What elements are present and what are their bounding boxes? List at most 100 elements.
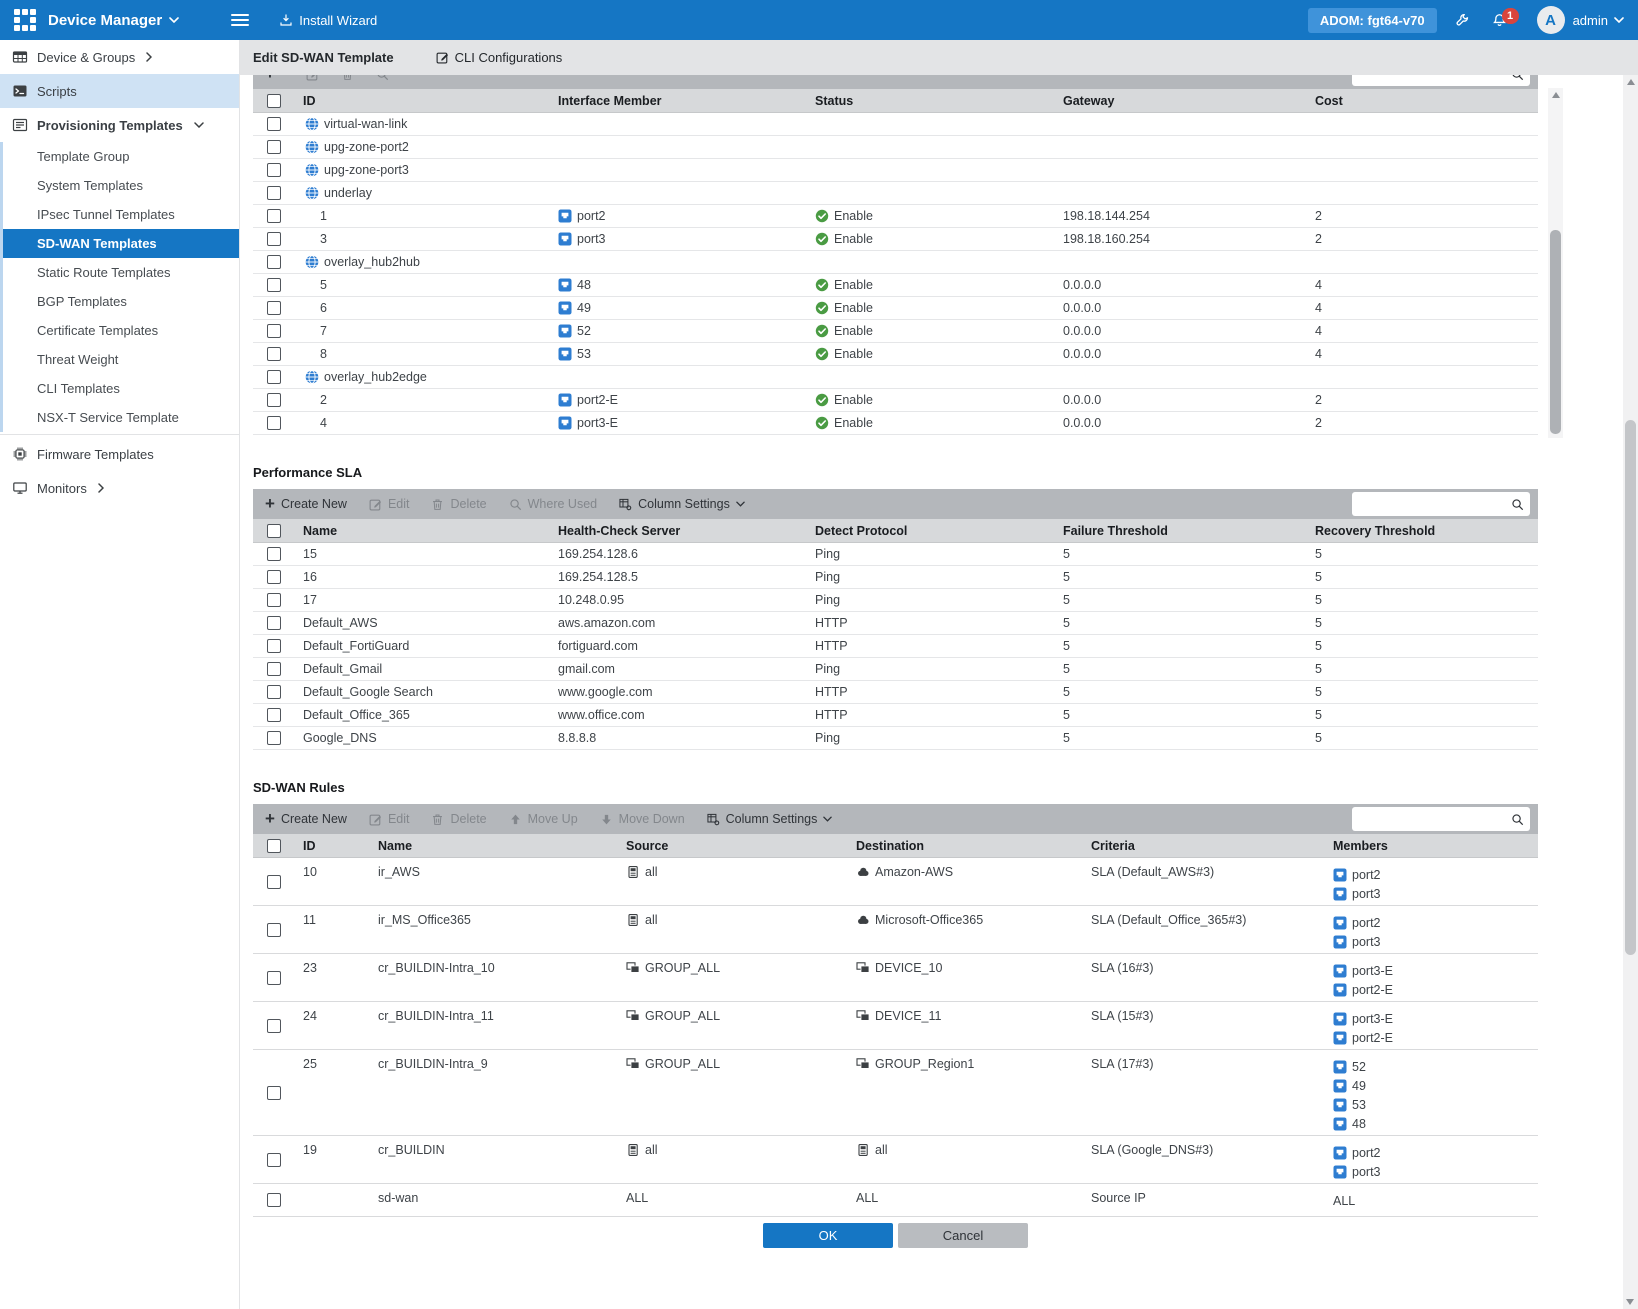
sidebar-item-cli-templates[interactable]: CLI Templates	[3, 374, 239, 403]
table-row[interactable]: 16 169.254.128.5 Ping 5 5	[253, 566, 1538, 589]
sidebar-item-bgp-templates[interactable]: BGP Templates	[3, 287, 239, 316]
sidebar-item-static-route-templates[interactable]: Static Route Templates	[3, 258, 239, 287]
scroll-down-arrow[interactable]	[1626, 1299, 1634, 1305]
row-checkbox[interactable]	[267, 140, 281, 154]
sidebar-item-firmware-templates[interactable]: Firmware Templates	[0, 437, 239, 471]
table-row[interactable]: Default_FortiGuard fortiguard.com HTTP 5 5	[253, 635, 1538, 658]
table-row[interactable]: 3 port3 Enable 198.18.160.254 2	[253, 228, 1538, 251]
row-checkbox[interactable]	[267, 731, 281, 745]
row-checkbox[interactable]	[267, 1085, 281, 1100]
edit-button[interactable]	[306, 75, 319, 81]
inner-scrollbar[interactable]	[1548, 88, 1563, 438]
user-menu[interactable]: admin	[1573, 13, 1624, 28]
row-checkbox[interactable]	[267, 547, 281, 561]
edit-button[interactable]: Edit	[369, 497, 409, 511]
sidebar-item-system-templates[interactable]: System Templates	[3, 171, 239, 200]
scroll-up-arrow[interactable]	[1626, 79, 1635, 85]
row-checkbox[interactable]	[267, 1193, 281, 1207]
table-row[interactable]: 25 cr_BUILDIN-Intra_9 GROUP_ALL GROUP_Regio…	[253, 1050, 1538, 1136]
cancel-button[interactable]: Cancel	[898, 1223, 1028, 1248]
table-row[interactable]: 23 cr_BUILDIN-Intra_10 GROUP_ALL DEVICE_10 S…	[253, 954, 1538, 1002]
column-settings-button[interactable]: Column Settings	[707, 812, 833, 826]
sla-search-input[interactable]	[1358, 497, 1511, 511]
sidebar-item-template-group[interactable]: Template Group	[3, 142, 239, 171]
table-row[interactable]: overlay_hub2edge	[253, 366, 1538, 389]
table-row[interactable]: virtual-wan-link	[253, 113, 1538, 136]
row-checkbox[interactable]	[267, 874, 281, 889]
row-checkbox[interactable]	[267, 347, 281, 361]
row-checkbox[interactable]	[267, 93, 281, 108]
fortinet-logo[interactable]	[14, 9, 36, 31]
create-new-button[interactable]: + Create New	[265, 493, 347, 513]
row-checkbox[interactable]	[267, 708, 281, 722]
sidebar-item-provisioning-templates[interactable]: Provisioning Templates	[0, 108, 239, 142]
cli-configurations-button[interactable]: CLI Configurations	[436, 50, 562, 65]
table-row[interactable]: 17 10.248.0.95 Ping 5 5	[253, 589, 1538, 612]
table-row[interactable]: Default_AWS aws.amazon.com HTTP 5 5	[253, 612, 1538, 635]
where-used-button[interactable]	[376, 75, 389, 81]
column-settings-button[interactable]: Column Settings	[619, 497, 745, 511]
create-new-button[interactable]: + Create New	[265, 808, 347, 828]
row-checkbox[interactable]	[267, 523, 281, 538]
table-row[interactable]: 5 48 Enable 0.0.0.0 4	[253, 274, 1538, 297]
row-checkbox[interactable]	[267, 232, 281, 246]
sidebar-toggle[interactable]	[231, 14, 250, 26]
avatar[interactable]: A	[1536, 6, 1565, 34]
row-checkbox[interactable]	[267, 255, 281, 269]
row-checkbox[interactable]	[267, 593, 281, 607]
table-row[interactable]: 11 ir_MS_Office365 all Microsoft-Office365 S…	[253, 906, 1538, 954]
delete-button[interactable]	[341, 75, 354, 81]
ok-button[interactable]: OK	[763, 1223, 893, 1248]
table-row[interactable]: 8 53 Enable 0.0.0.0 4	[253, 343, 1538, 366]
delete-button[interactable]: Delete	[431, 497, 487, 511]
edit-button[interactable]: Edit	[369, 812, 409, 826]
row-checkbox[interactable]	[267, 163, 281, 177]
table-row[interactable]: 1 port2 Enable 198.18.144.254 2	[253, 205, 1538, 228]
sidebar-item-certificate-templates[interactable]: Certificate Templates	[3, 316, 239, 345]
window-scrollbar[interactable]	[1623, 75, 1638, 1309]
sidebar-item-nsx-t-service-template[interactable]: NSX-T Service Template	[3, 403, 239, 432]
install-wizard-button[interactable]: Install Wizard	[279, 13, 377, 28]
row-checkbox[interactable]	[267, 616, 281, 630]
scrollbar-thumb[interactable]	[1550, 230, 1561, 434]
table-row[interactable]: upg-zone-port2	[253, 136, 1538, 159]
row-checkbox[interactable]	[267, 416, 281, 430]
notifications-button[interactable]: 1	[1492, 7, 1519, 28]
row-checkbox[interactable]	[267, 662, 281, 676]
sidebar-item-device-groups[interactable]: Device & Groups	[0, 40, 239, 74]
sidebar-item-sd-wan-templates[interactable]: SD-WAN Templates	[3, 229, 239, 258]
table-row[interactable]: Default_Google Search www.google.com HTTP 5…	[253, 681, 1538, 704]
table-row[interactable]: 6 49 Enable 0.0.0.0 4	[253, 297, 1538, 320]
rules-search-input[interactable]	[1358, 812, 1511, 826]
table-row[interactable]: Google_DNS 8.8.8.8 Ping 5 5	[253, 727, 1538, 750]
move-up-button[interactable]: Move Up	[509, 812, 578, 826]
row-checkbox[interactable]	[267, 117, 281, 131]
interface-search-input[interactable]	[1358, 75, 1511, 81]
scroll-up-arrow[interactable]	[1551, 92, 1560, 98]
row-checkbox[interactable]	[267, 278, 281, 292]
wrench-icon[interactable]	[1455, 13, 1470, 28]
table-row[interactable]: upg-zone-port3	[253, 159, 1538, 182]
create-new-button[interactable]: +	[265, 75, 284, 82]
row-checkbox[interactable]	[267, 639, 281, 653]
row-checkbox[interactable]	[267, 570, 281, 584]
table-row[interactable]: Default_Office_365 www.office.com HTTP 5 5	[253, 704, 1538, 727]
row-checkbox[interactable]	[267, 838, 281, 853]
sidebar-item-scripts[interactable]: Scripts	[0, 74, 239, 108]
table-row[interactable]: sd-wan ALL ALL Source IP ALL	[253, 1184, 1538, 1217]
row-checkbox[interactable]	[267, 186, 281, 200]
where-used-button[interactable]: Where Used	[509, 497, 597, 511]
scrollbar-thumb[interactable]	[1625, 420, 1636, 955]
row-checkbox[interactable]	[267, 922, 281, 937]
table-row[interactable]: underlay	[253, 182, 1538, 205]
sidebar-item-ipsec-tunnel-templates[interactable]: IPsec Tunnel Templates	[3, 200, 239, 229]
app-switcher[interactable]: Device Manager	[48, 12, 180, 29]
row-checkbox[interactable]	[267, 1152, 281, 1167]
row-checkbox[interactable]	[267, 685, 281, 699]
table-row[interactable]: 10 ir_AWS all Amazon-AWS SLA (Default_AWS#3)…	[253, 858, 1538, 906]
row-checkbox[interactable]	[267, 393, 281, 407]
table-row[interactable]: 4 port3-E Enable 0.0.0.0 2	[253, 412, 1538, 435]
adom-badge[interactable]: ADOM: fgt64-v70	[1307, 7, 1437, 33]
move-down-button[interactable]: Move Down	[600, 812, 685, 826]
row-checkbox[interactable]	[267, 970, 281, 985]
